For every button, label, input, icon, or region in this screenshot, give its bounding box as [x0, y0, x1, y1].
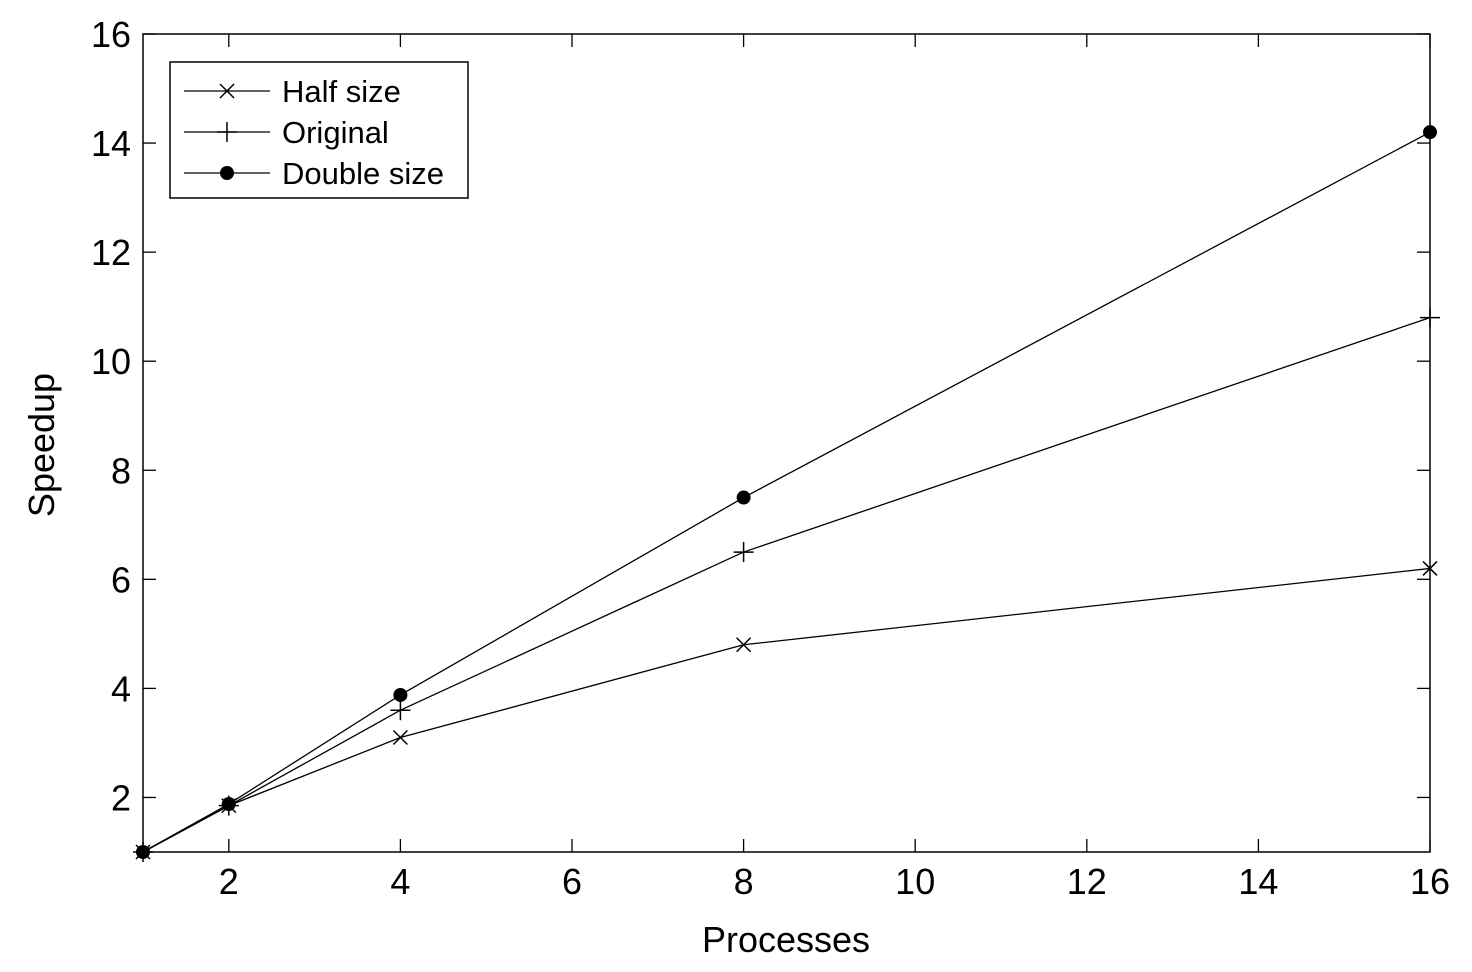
data-point-dot [393, 687, 408, 702]
y-axis-title: Speedup [21, 373, 62, 517]
y-tick-label: 10 [91, 341, 131, 382]
y-tick-label: 16 [91, 14, 131, 55]
y-tick-label: 2 [111, 777, 131, 818]
x-tick-label: 12 [1067, 861, 1107, 902]
legend-entries: Half size Original Double size [184, 74, 444, 191]
x-marker-stroke [1422, 560, 1438, 576]
x-tick-label: 14 [1238, 861, 1278, 902]
y-tick-label: 12 [91, 232, 131, 273]
x-marker-stroke [392, 729, 408, 746]
x-tick-label: 16 [1410, 861, 1450, 902]
dot-marker [736, 490, 751, 505]
data-point-x [392, 729, 408, 746]
dot-marker [393, 687, 408, 702]
x-tick-label: 10 [895, 861, 935, 902]
legend-marker-plus [217, 122, 237, 142]
x-tick-label: 8 [734, 861, 754, 902]
series-line-dot [142, 131, 1431, 853]
series-lines [142, 131, 1431, 853]
legend: Half size Original Double size [169, 61, 469, 199]
legend-marker-x [219, 83, 235, 99]
data-point-dot [221, 797, 236, 812]
data-point-dot [136, 845, 150, 859]
data-point-plus [733, 542, 754, 563]
data-point-dot [736, 490, 751, 505]
legend-label: Original [282, 115, 389, 150]
dot-marker [136, 845, 150, 859]
legend-label: Double size [282, 156, 444, 191]
x-tick-label: 2 [219, 861, 239, 902]
y-tick-label: 4 [111, 668, 131, 709]
data-point-x [736, 637, 752, 653]
x-marker-stroke [219, 83, 235, 99]
data-point-plus [1420, 307, 1440, 328]
series-line-x [142, 567, 1431, 853]
legend-marker-dot [220, 166, 234, 180]
tick-labels: 2 4 6 8 10 12 14 16 2 4 6 8 10 12 14 16 [91, 14, 1450, 902]
legend-label: Half size [282, 74, 401, 109]
series-markers [133, 125, 1440, 862]
x-tick-label: 4 [390, 861, 410, 902]
series-line-plus [142, 316, 1431, 853]
x-marker-stroke [736, 637, 752, 653]
data-point-plus [390, 700, 411, 721]
y-tick-label: 14 [91, 123, 131, 164]
plot-area [142, 33, 1431, 853]
y-tick-label: 6 [111, 559, 131, 600]
dot-marker [1423, 125, 1437, 140]
plot-frame [142, 33, 1431, 853]
dot-marker [221, 797, 236, 812]
y-tick-label: 8 [111, 450, 131, 491]
dot-marker [220, 166, 234, 180]
x-tick-label: 6 [562, 861, 582, 902]
x-axis-title: Processes [702, 919, 870, 960]
axis-ticks [143, 33, 1431, 852]
data-point-x [1422, 560, 1438, 576]
data-point-dot [1423, 125, 1437, 140]
